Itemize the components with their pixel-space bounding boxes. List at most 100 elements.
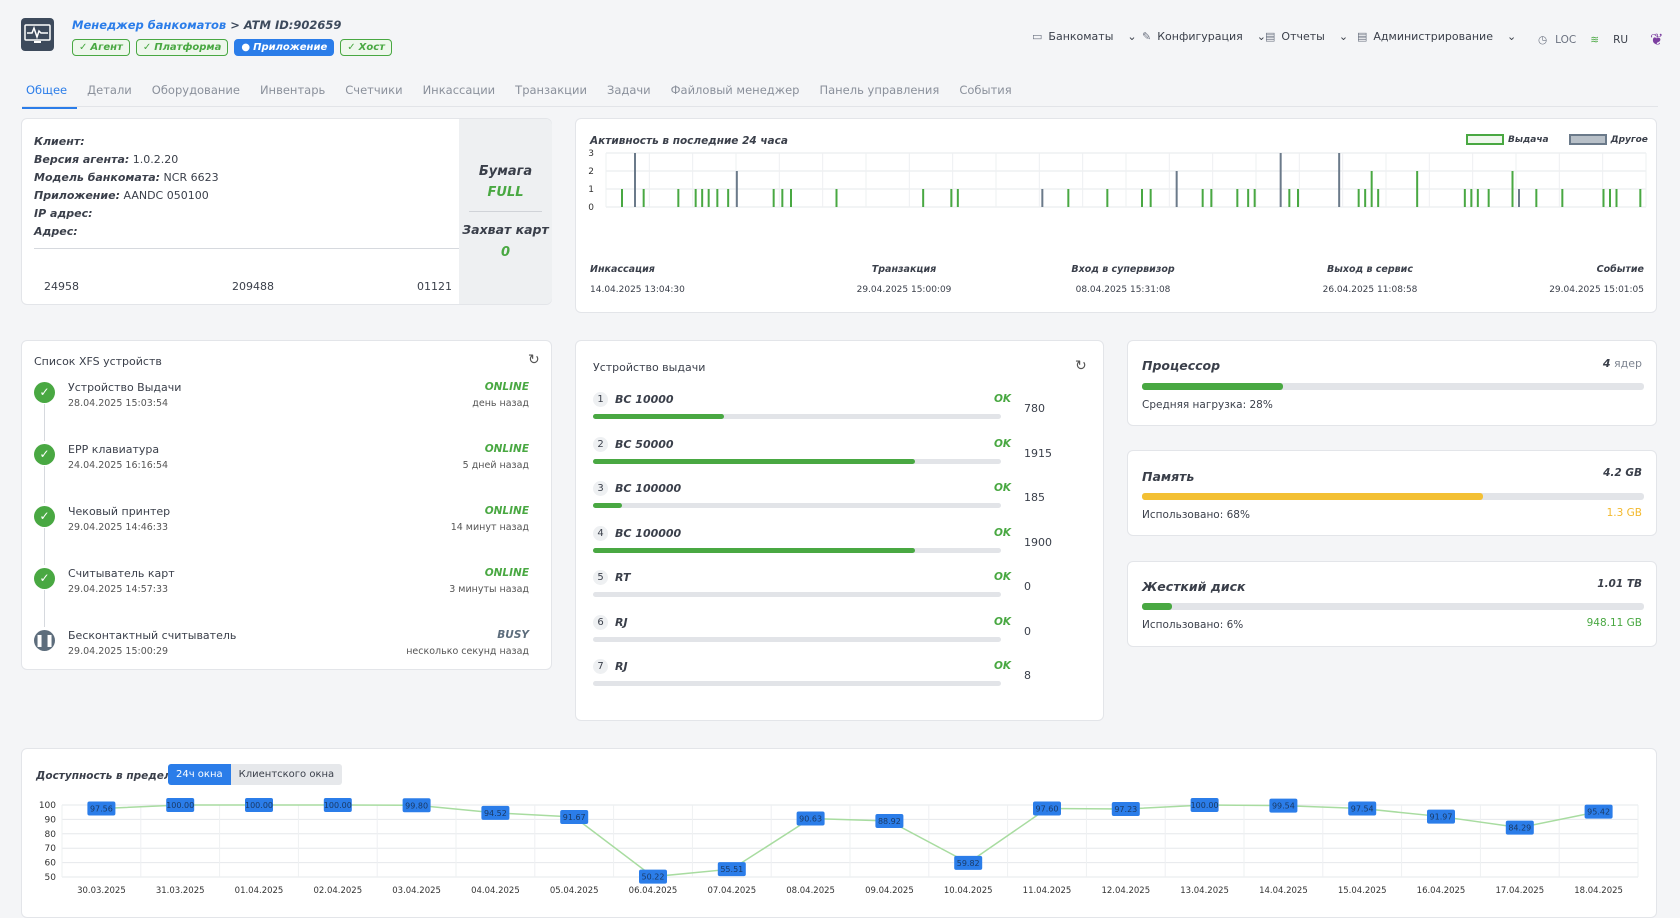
memory-card: Память 4.2 GB Использовано: 68% 1.3 GB [1127,450,1657,536]
availability-data-label: 59.82 [957,859,980,868]
cassette-status: OK [993,437,1011,450]
activity-dispense-bar [642,189,645,207]
availability-chart: 100 90 80 70 60 50 97.56 100.00 100.00 100.00 99.8… [39,798,1639,896]
activity-other-bar [1279,153,1282,207]
cassette-row[interactable]: 4 BC 100000 OK 1900 [576,525,1103,566]
cassette-row[interactable]: 6 RJ OK 0 [576,614,1103,655]
chip-application[interactable]: ● Приложение [234,39,335,56]
cassette-count: 0 [1024,580,1031,593]
chevron-down-icon: ⌄ [1256,30,1266,43]
tab-6[interactable]: Транзакции [515,83,587,97]
cassette-status: OK [993,482,1011,494]
chip-host[interactable]: ✓ Хост [340,39,392,56]
agent-version-value: 1.0.2.20 [132,153,179,166]
loc-indicator[interactable]: LOC [1555,33,1577,46]
availability-point-marker [875,813,904,828]
tab-10[interactable]: События [959,83,1012,97]
cassette-row[interactable]: 2 BC 50000 OK 1915 [576,436,1103,477]
menu-admin[interactable]: ▤ Администрирование ⌄ [1357,30,1516,43]
activity-other-bar [1041,189,1044,207]
tab-1[interactable]: Детали [87,83,132,97]
legend-dispense-swatch [1466,134,1504,145]
activity-dispense-bar [835,189,838,207]
breadcrumb-home-link[interactable]: Менеджер банкоматов [72,18,227,32]
activity-dispense-bar [727,189,730,207]
cassette-status: OK [993,615,1011,628]
cassette-row[interactable]: 3 BC 100000 OK 185 [576,481,1103,521]
cassette-status: OK [993,571,1011,583]
activity-dispense-bar [1511,171,1514,207]
xfs-device-ago: 5 дней назад [462,460,529,471]
client-window-button[interactable]: Клиентского окна [230,764,343,785]
app-logo-icon[interactable] [21,18,54,51]
menu-config[interactable]: ✎ Конфигурация ⌄ [1142,30,1266,43]
availability-y-tick: 60 [45,859,57,869]
tab-7[interactable]: Задачи [606,83,651,97]
availability-x-tick: 30.03.2025 [77,886,126,896]
xfs-device-ago: несколько секунд назад [406,646,529,657]
supplies-divider [469,211,542,212]
cassette-row[interactable]: 5 RT OK 0 [576,570,1103,610]
admin-icon: ▤ [1357,30,1368,43]
pause-circle-icon: ❚❚ [34,630,55,651]
cassette-row[interactable]: 7 RJ OK 8 [576,659,1103,699]
activity-dispense-bar [1067,189,1070,207]
xfs-connector-line [44,404,45,441]
menu-atms[interactable]: ▭ Банкоматы ⌄ [1032,30,1137,43]
user-icon: ● [241,42,251,53]
activity-dispense-bar [707,189,710,207]
legend-other-swatch [1568,134,1607,145]
availability-point-marker [796,811,825,826]
xfs-device-row[interactable]: ✓ Устройство Выдачи 28.04.2025 15:03:54 … [22,379,551,429]
refresh-icon[interactable]: ↻ [528,352,540,368]
availability-data-label: 97.60 [1036,804,1059,813]
atm-icon: ▭ [1032,30,1043,43]
chip-agent[interactable]: ✓ Агент [72,39,130,56]
xfs-device-row[interactable]: ✓ Считыватель карт 29.04.2025 14:57:33 O… [22,565,551,615]
availability-y-tick: 80 [45,830,57,840]
availability-x-tick: 12.04.2025 [1101,886,1150,896]
tabs-divider [22,106,1658,107]
xfs-device-row[interactable]: ✓ EPP клавиатура 24.04.2025 16:16:54 ONL… [22,441,551,491]
chip-platform[interactable]: ✓ Платформа [135,39,229,56]
activity-dispense-bar [1201,189,1204,207]
language-selector[interactable]: RU [1613,33,1629,46]
availability-point-marker [1427,809,1455,824]
availability-data-label: 50.22 [642,873,665,882]
cassette-name: BC 10000 [615,393,674,406]
availability-data-label: 91.67 [563,813,586,822]
tab-2[interactable]: Оборудование [151,83,240,97]
xfs-device-row[interactable]: ❚❚ Бесконтактный считыватель 29.04.2025 … [22,627,551,677]
menu-reports[interactable]: ▤ Отчеты ⌄ [1265,30,1348,43]
activity-y-tick: 3 [588,149,594,159]
cassette-bar [593,592,1001,597]
refresh-icon[interactable]: ↻ [1075,358,1087,374]
address-label: Адрес: [34,225,78,238]
activity-dispense-bar [1236,189,1239,207]
cassette-row[interactable]: 1 BC 10000 OK 780 [576,392,1103,432]
tab-9[interactable]: Панель управления [819,83,940,97]
tab-3[interactable]: Инвентарь [259,83,326,97]
availability-data-label: 88.92 [878,817,901,826]
activity-event-value: 29.04.2025 15:00:09 [856,285,952,295]
activity-other-bar [1175,171,1178,207]
tab-4[interactable]: Счетчики [345,83,403,97]
card-capture-label: Захват карт [462,222,549,237]
availability-point-marker [954,855,983,870]
check-circle-icon: ✓ [34,444,55,465]
availability-x-tick: 07.04.2025 [707,886,756,896]
tab-5[interactable]: Инкассации [422,83,496,97]
memory-used-value: 68% [1226,509,1250,521]
availability-point-marker [1348,801,1377,816]
memory-total: 4.2 GB [1603,467,1642,479]
disk-bar [1142,603,1644,610]
user-avatar-icon[interactable]: ❦ [1650,30,1664,49]
tab-0[interactable]: Общее [22,78,78,109]
window-24h-button[interactable]: 24ч окна [168,764,231,785]
activity-dispense-bar [1615,189,1618,207]
activity-dispense-bar [1416,171,1419,207]
availability-data-label: 100.00 [1191,801,1219,810]
xfs-device-row[interactable]: ✓ Чековый принтер 29.04.2025 14:46:33 ON… [22,503,551,553]
cassette-count: 1915 [1024,446,1052,460]
tab-8[interactable]: Файловый менеджер [670,83,800,97]
